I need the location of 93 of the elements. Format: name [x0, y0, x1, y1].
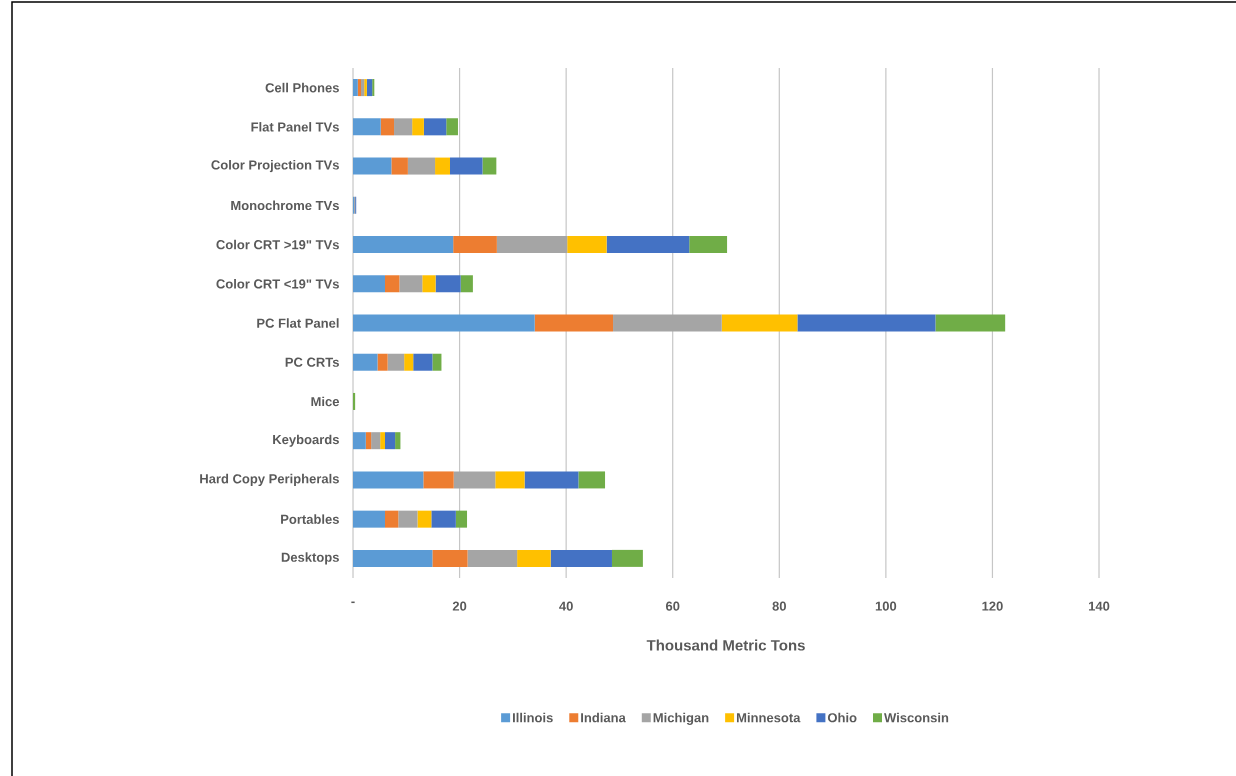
x-tick-label: 140 — [1088, 601, 1110, 611]
bar — [391, 157, 408, 175]
x-tick-label: 120 — [982, 601, 1003, 611]
bar — [460, 275, 473, 293]
bar — [384, 432, 396, 450]
bar — [453, 471, 496, 489]
y-tick-label: Portables — [281, 514, 339, 524]
bar — [404, 353, 414, 371]
bar — [353, 392, 356, 410]
x-axis-title: Thousand Metric Tons — [646, 639, 805, 651]
legend-label: Ohio — [827, 712, 857, 723]
legend-label: Indiana — [581, 712, 626, 723]
bar — [517, 549, 551, 567]
bar — [380, 118, 395, 136]
bar — [797, 314, 936, 332]
bar — [432, 549, 468, 567]
x-tick-label: - — [351, 601, 355, 604]
x-tick-label: 40 — [559, 601, 573, 611]
y-tick-label: Cell Phones — [265, 82, 339, 93]
y-tick-label: Color CRT >19" TVs — [216, 239, 339, 250]
y-tick-label: Keyboards — [273, 434, 339, 447]
bar — [353, 471, 424, 489]
bar — [496, 236, 568, 254]
bar — [455, 510, 468, 528]
y-tick-label: PC Flat Panel — [257, 318, 339, 328]
bar — [399, 275, 423, 293]
bar — [377, 353, 388, 371]
bar — [353, 314, 535, 332]
bar — [413, 353, 433, 371]
y-tick-label: Flat Panel TVs — [251, 122, 339, 132]
bar — [353, 236, 454, 254]
bar — [412, 118, 424, 136]
bar — [524, 471, 579, 489]
x-tick-label: 60 — [665, 601, 680, 611]
bar — [395, 432, 401, 450]
y-tick-label: PC CRTs — [285, 357, 339, 367]
bar — [380, 432, 385, 450]
x-tick-label: 80 — [772, 601, 786, 611]
bar — [353, 118, 381, 136]
bar — [353, 353, 378, 371]
bar — [935, 314, 1006, 332]
bar — [423, 471, 454, 489]
bar — [567, 236, 607, 254]
bar — [353, 510, 385, 528]
y-tick-label: Monochrome TVs — [231, 200, 339, 211]
bar — [689, 236, 728, 254]
legend-label: Illinois — [512, 712, 553, 723]
legend-label: Minnesota — [736, 712, 801, 723]
bar — [353, 157, 392, 175]
bar — [384, 275, 400, 293]
bar — [417, 510, 432, 528]
bar — [384, 510, 399, 528]
bar — [482, 157, 497, 175]
y-tick-label: Mice — [311, 396, 340, 407]
bar — [394, 118, 413, 136]
x-tick-label: 100 — [875, 601, 897, 611]
bar — [550, 549, 612, 567]
bar — [578, 471, 606, 489]
bar — [611, 549, 643, 567]
bar — [422, 275, 436, 293]
bar — [431, 510, 456, 528]
bar — [366, 79, 373, 97]
bar — [432, 353, 442, 371]
bar — [353, 432, 366, 450]
bar — [435, 275, 461, 293]
bar — [534, 314, 614, 332]
bar — [372, 79, 375, 97]
bar — [398, 510, 418, 528]
y-tick-label: Color Projection TVs — [211, 160, 339, 173]
legend-label: Wisconsin — [884, 712, 949, 723]
bar — [353, 79, 358, 97]
bar — [387, 353, 405, 371]
bar — [357, 79, 361, 97]
bar — [721, 314, 798, 332]
y-tick-label: Color CRT <19" TVs — [216, 278, 339, 289]
bar — [467, 549, 518, 567]
bar — [606, 236, 690, 254]
bar — [613, 314, 722, 332]
legend-label: Michigan — [653, 712, 709, 725]
y-tick-label: Desktops — [281, 552, 339, 565]
bar — [435, 157, 450, 175]
bar — [446, 118, 458, 136]
bar — [353, 275, 385, 293]
bar — [423, 118, 447, 136]
bar — [353, 549, 433, 567]
x-tick-label: 20 — [452, 601, 467, 611]
bar — [365, 432, 372, 450]
bar — [453, 236, 497, 254]
bar — [495, 471, 525, 489]
bar — [407, 157, 436, 175]
bar — [371, 432, 381, 450]
bar — [449, 157, 483, 175]
y-tick-label: Hard Copy Peripherals — [200, 473, 339, 486]
